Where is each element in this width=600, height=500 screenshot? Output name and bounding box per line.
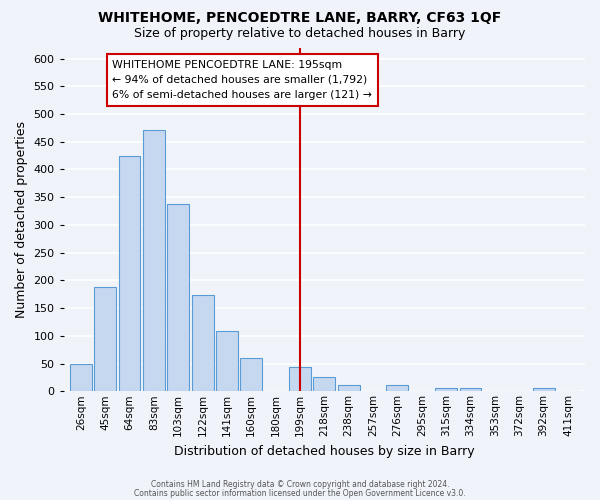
- Bar: [460, 388, 481, 392]
- Bar: [313, 378, 335, 392]
- Bar: [533, 388, 554, 392]
- Text: WHITEHOME, PENCOEDTRE LANE, BARRY, CF63 1QF: WHITEHOME, PENCOEDTRE LANE, BARRY, CF63 …: [98, 12, 502, 26]
- Text: WHITEHOME PENCOEDTRE LANE: 195sqm
← 94% of detached houses are smaller (1,792)
6: WHITEHOME PENCOEDTRE LANE: 195sqm ← 94% …: [112, 60, 373, 100]
- Bar: [435, 388, 457, 392]
- Text: Contains HM Land Registry data © Crown copyright and database right 2024.: Contains HM Land Registry data © Crown c…: [151, 480, 449, 489]
- Text: Size of property relative to detached houses in Barry: Size of property relative to detached ho…: [134, 28, 466, 40]
- Bar: [241, 358, 262, 392]
- Bar: [289, 367, 311, 392]
- Bar: [216, 332, 238, 392]
- Bar: [167, 204, 189, 392]
- Bar: [94, 287, 116, 392]
- Bar: [386, 384, 409, 392]
- Bar: [70, 364, 92, 392]
- Bar: [143, 130, 165, 392]
- Text: Contains public sector information licensed under the Open Government Licence v3: Contains public sector information licen…: [134, 488, 466, 498]
- X-axis label: Distribution of detached houses by size in Barry: Distribution of detached houses by size …: [174, 444, 475, 458]
- Bar: [119, 156, 140, 392]
- Bar: [191, 295, 214, 392]
- Y-axis label: Number of detached properties: Number of detached properties: [15, 121, 28, 318]
- Bar: [338, 384, 359, 392]
